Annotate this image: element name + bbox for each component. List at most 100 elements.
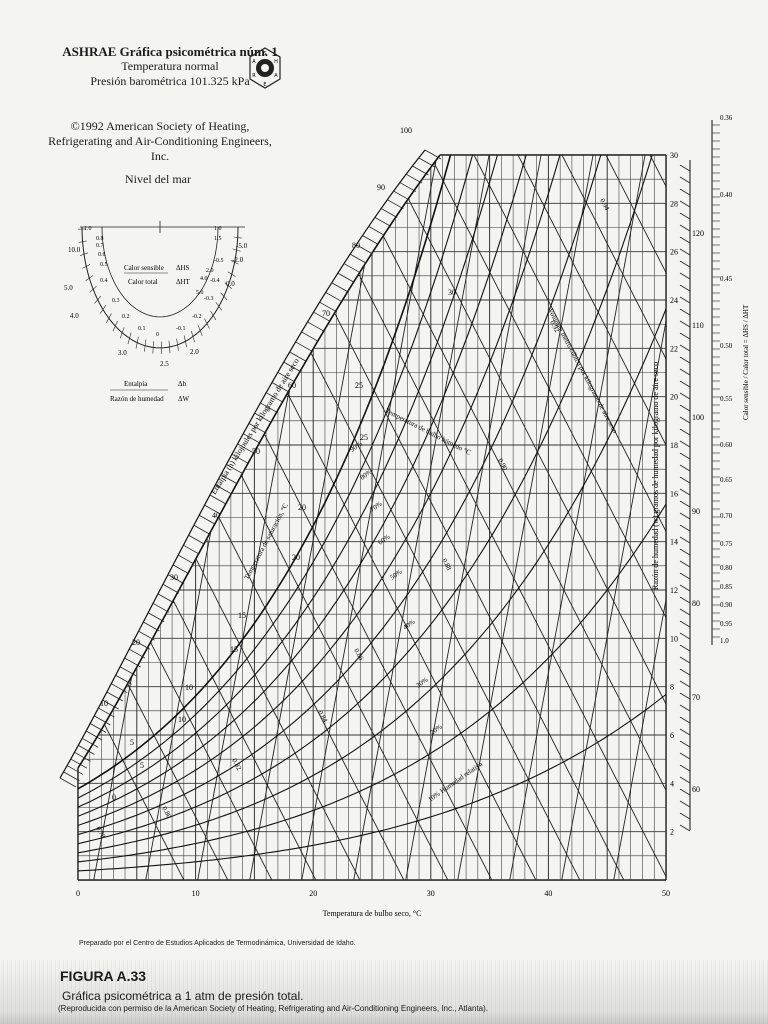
- enthalpy-scale-tick: [301, 331, 318, 342]
- enthalpy-scale-tick: [81, 737, 99, 748]
- protractor-diagram: Calor sensible Calor total ΔHS ΔHT Entalpía R…: [64, 221, 248, 403]
- volume-line: [609, 155, 666, 880]
- protractor-outer-label: -0.2: [192, 314, 202, 320]
- enthalpy-scale-tick: [70, 758, 87, 769]
- right-scale-tick: [679, 800, 691, 808]
- protractor-outer-label: 0.4: [100, 278, 108, 284]
- protractor-inner-label: 5.0: [196, 290, 204, 296]
- right-enthalpy-label: 100: [692, 413, 704, 422]
- enthalpy-ratio-label-den: Razón de humedad: [110, 395, 164, 403]
- enthalpy-scale-tick: [380, 208, 398, 218]
- enthalpy-scale-label: 80: [352, 241, 360, 250]
- right-scale-tick: [679, 332, 691, 340]
- enthalpy-scale-tick: [313, 311, 330, 322]
- protractor-outer-label: 0.6: [98, 252, 106, 258]
- right-scale-tick: [679, 440, 691, 448]
- right-scale-tick: [679, 728, 691, 736]
- enthalpy-scale-label: 70: [322, 309, 330, 318]
- protractor-tick: [227, 271, 236, 277]
- enthalpy-scale-tick: [133, 639, 151, 650]
- right-enthalpy-label: 60: [692, 785, 700, 794]
- right-scale-tick: [679, 404, 691, 412]
- wetbulb-label: Temperatura de bulbo húmedo °C: [384, 407, 472, 457]
- right-scale-tick: [679, 308, 691, 316]
- copyright-line-2: Refrigerating and Air-Conditioning Engin…: [48, 134, 272, 163]
- relative-humidity-curve: [78, 155, 666, 850]
- enthalpy-scale-tick: [289, 351, 306, 362]
- y-tick-label: 2: [670, 828, 674, 837]
- enthalpy-scale-tick: [331, 282, 348, 293]
- right-enthalpy-label: 80: [692, 599, 700, 608]
- right-scale-tick: [679, 680, 691, 688]
- volume-line: [89, 155, 231, 880]
- enthalpy-scale-tick: [248, 423, 266, 433]
- shr-scale-label: 0.65: [720, 476, 733, 484]
- enthalpy-scale-tick: [226, 464, 243, 474]
- enthalpy-scale-tick: [349, 253, 367, 264]
- enthalpy-scale-tick: [129, 648, 146, 659]
- protractor-inner-label: 2.0: [206, 268, 214, 274]
- relative-humidity-curve: [78, 155, 666, 826]
- enthalpy-scale-tick: [167, 574, 185, 584]
- enthalpy-scale-tick: [78, 745, 95, 755]
- enthalpy-axis-label: Entalpía (h) kilojoules por kilogramo de…: [209, 357, 301, 496]
- protractor-value-label: 10.0: [68, 246, 81, 254]
- volume-line: [349, 155, 491, 880]
- enthalpy-line: [78, 155, 239, 880]
- enthalpy-scale-tick: [237, 443, 254, 454]
- protractor-value-label: 3.0: [118, 349, 127, 357]
- protractor-outer-label: 1.0: [84, 226, 92, 232]
- enthalpy-scale-line: [59, 149, 426, 779]
- right-scale-tick: [679, 476, 691, 484]
- protractor-tick: [127, 332, 132, 345]
- header-subtitle: Temperatura normal: [121, 59, 219, 73]
- shr-scale-label: 0.90: [720, 601, 733, 609]
- shr-scale-label: 1.0: [720, 637, 729, 645]
- saturation-temp-label: 15: [238, 611, 246, 620]
- enthalpy-scale-tick: [418, 157, 435, 168]
- x-tick-label: 30: [427, 889, 435, 898]
- enthalpy-scale-tick: [172, 564, 190, 575]
- protractor-tick: [152, 341, 154, 354]
- enthalpy-line: [473, 155, 666, 880]
- right-scale-tick: [679, 452, 691, 460]
- protractor-tick: [168, 340, 171, 354]
- enthalpy-scale-tick: [119, 666, 137, 677]
- enthalpy-line: [649, 155, 666, 880]
- protractor-tick: [135, 336, 139, 349]
- right-scale-tick: [679, 356, 691, 364]
- y-tick-label: 22: [670, 344, 678, 353]
- enthalpy-ratio-num: Δh: [178, 380, 187, 388]
- right-scale-tick: [679, 692, 691, 700]
- protractor-outer-label: 0.7: [96, 243, 104, 249]
- right-scale-tick: [679, 752, 691, 760]
- protractor-outer-label: -0.1: [176, 326, 186, 332]
- protractor-tick: [119, 327, 125, 339]
- protractor-tick: [233, 236, 242, 239]
- protractor-tick: [112, 320, 118, 332]
- enthalpy-line: [694, 155, 768, 900]
- wetbulb-value-label: 15: [230, 645, 238, 654]
- y-tick-label: 14: [670, 538, 678, 547]
- enthalpy-scale-tick: [85, 730, 103, 741]
- volume-value-label: 0.84: [316, 709, 329, 724]
- enthalpy-line: [561, 155, 666, 880]
- enthalpy-scale-tick: [138, 630, 155, 641]
- protractor-outer-label: 0.1: [138, 326, 146, 332]
- enthalpy-scale-tick: [193, 524, 211, 535]
- enthalpy-scale-tick: [231, 453, 249, 464]
- right-enthalpy-label: 90: [692, 507, 700, 516]
- volume-value-label: 0.94: [598, 197, 611, 212]
- relative-humidity-curve: [78, 503, 666, 865]
- chart-title: ASHRAE Gráfica psicométrica núm. 1: [62, 44, 278, 59]
- wetbulb-value-label: 0: [112, 793, 116, 802]
- relative-humidity-curve: [78, 308, 666, 858]
- rh-label: 40%: [402, 618, 417, 632]
- rh-label: 70%: [369, 500, 384, 514]
- right-scale-tick: [679, 248, 691, 256]
- shr-scale-label: 0.45: [720, 275, 733, 283]
- shr-scale-label: 0.70: [720, 512, 733, 520]
- protractor-tick: [99, 305, 107, 314]
- shr-scale-label: 0.60: [720, 441, 733, 449]
- protractor-outer-label: 1.0: [214, 226, 222, 232]
